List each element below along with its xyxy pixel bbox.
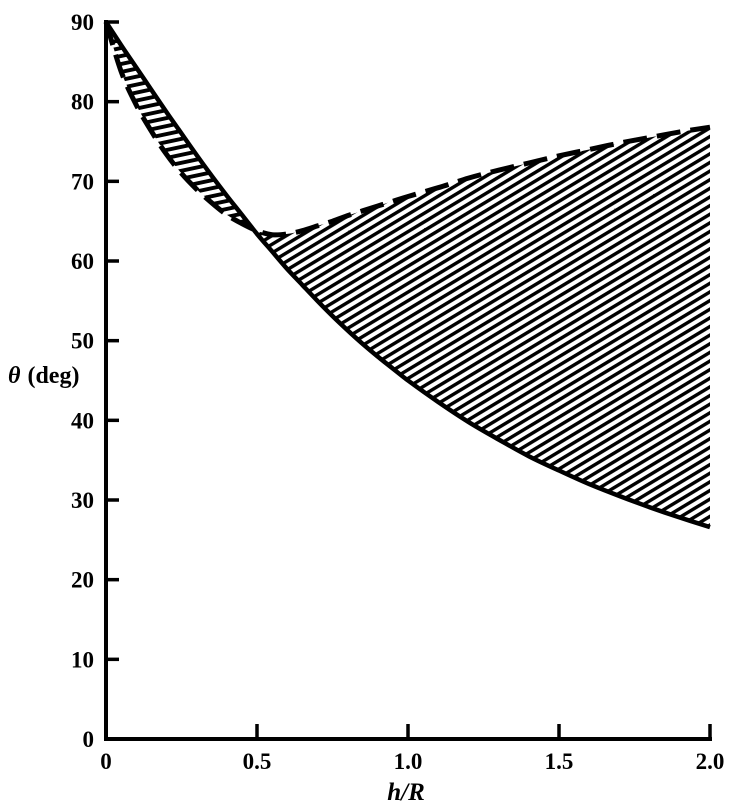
y-tick-label-20: 20 <box>71 568 94 593</box>
x-tick-label-0.5: 0.5 <box>243 749 272 774</box>
y-tick-label-40: 40 <box>71 408 94 433</box>
x-tick-label-0: 0 <box>100 749 112 774</box>
x-tick-label-1: 1.0 <box>394 749 423 774</box>
y-tick-label-10: 10 <box>71 647 94 672</box>
y-axis-label: θ (deg) <box>8 363 79 389</box>
tick-marks <box>106 20 712 739</box>
tick-labels: 0 10 20 30 40 50 60 70 80 90 0 0.5 1.0 1.5 2.0 <box>71 10 724 774</box>
curve-solid <box>104 20 711 530</box>
x-axis-label: h/R <box>387 779 425 806</box>
y-tick-label-80: 80 <box>71 90 94 115</box>
x-tick-label-1.5: 1.5 <box>545 749 574 774</box>
curve-dashed <box>103 21 711 238</box>
y-tick-label-70: 70 <box>71 169 94 194</box>
y-tick-label-30: 30 <box>71 488 94 513</box>
y-tick-label-0: 0 <box>83 727 95 752</box>
y-tick-label-90: 90 <box>71 10 94 35</box>
x-tick-label-2: 2.0 <box>696 749 725 774</box>
boundary-curves <box>103 20 711 530</box>
hatched-regions <box>106 22 710 528</box>
theta-symbol: θ <box>8 363 21 389</box>
hatched-region-right-lobe <box>253 127 710 528</box>
y-tick-label-60: 60 <box>71 249 94 274</box>
y-axis-unit: (deg) <box>27 363 79 389</box>
y-tick-label-50: 50 <box>71 329 94 354</box>
